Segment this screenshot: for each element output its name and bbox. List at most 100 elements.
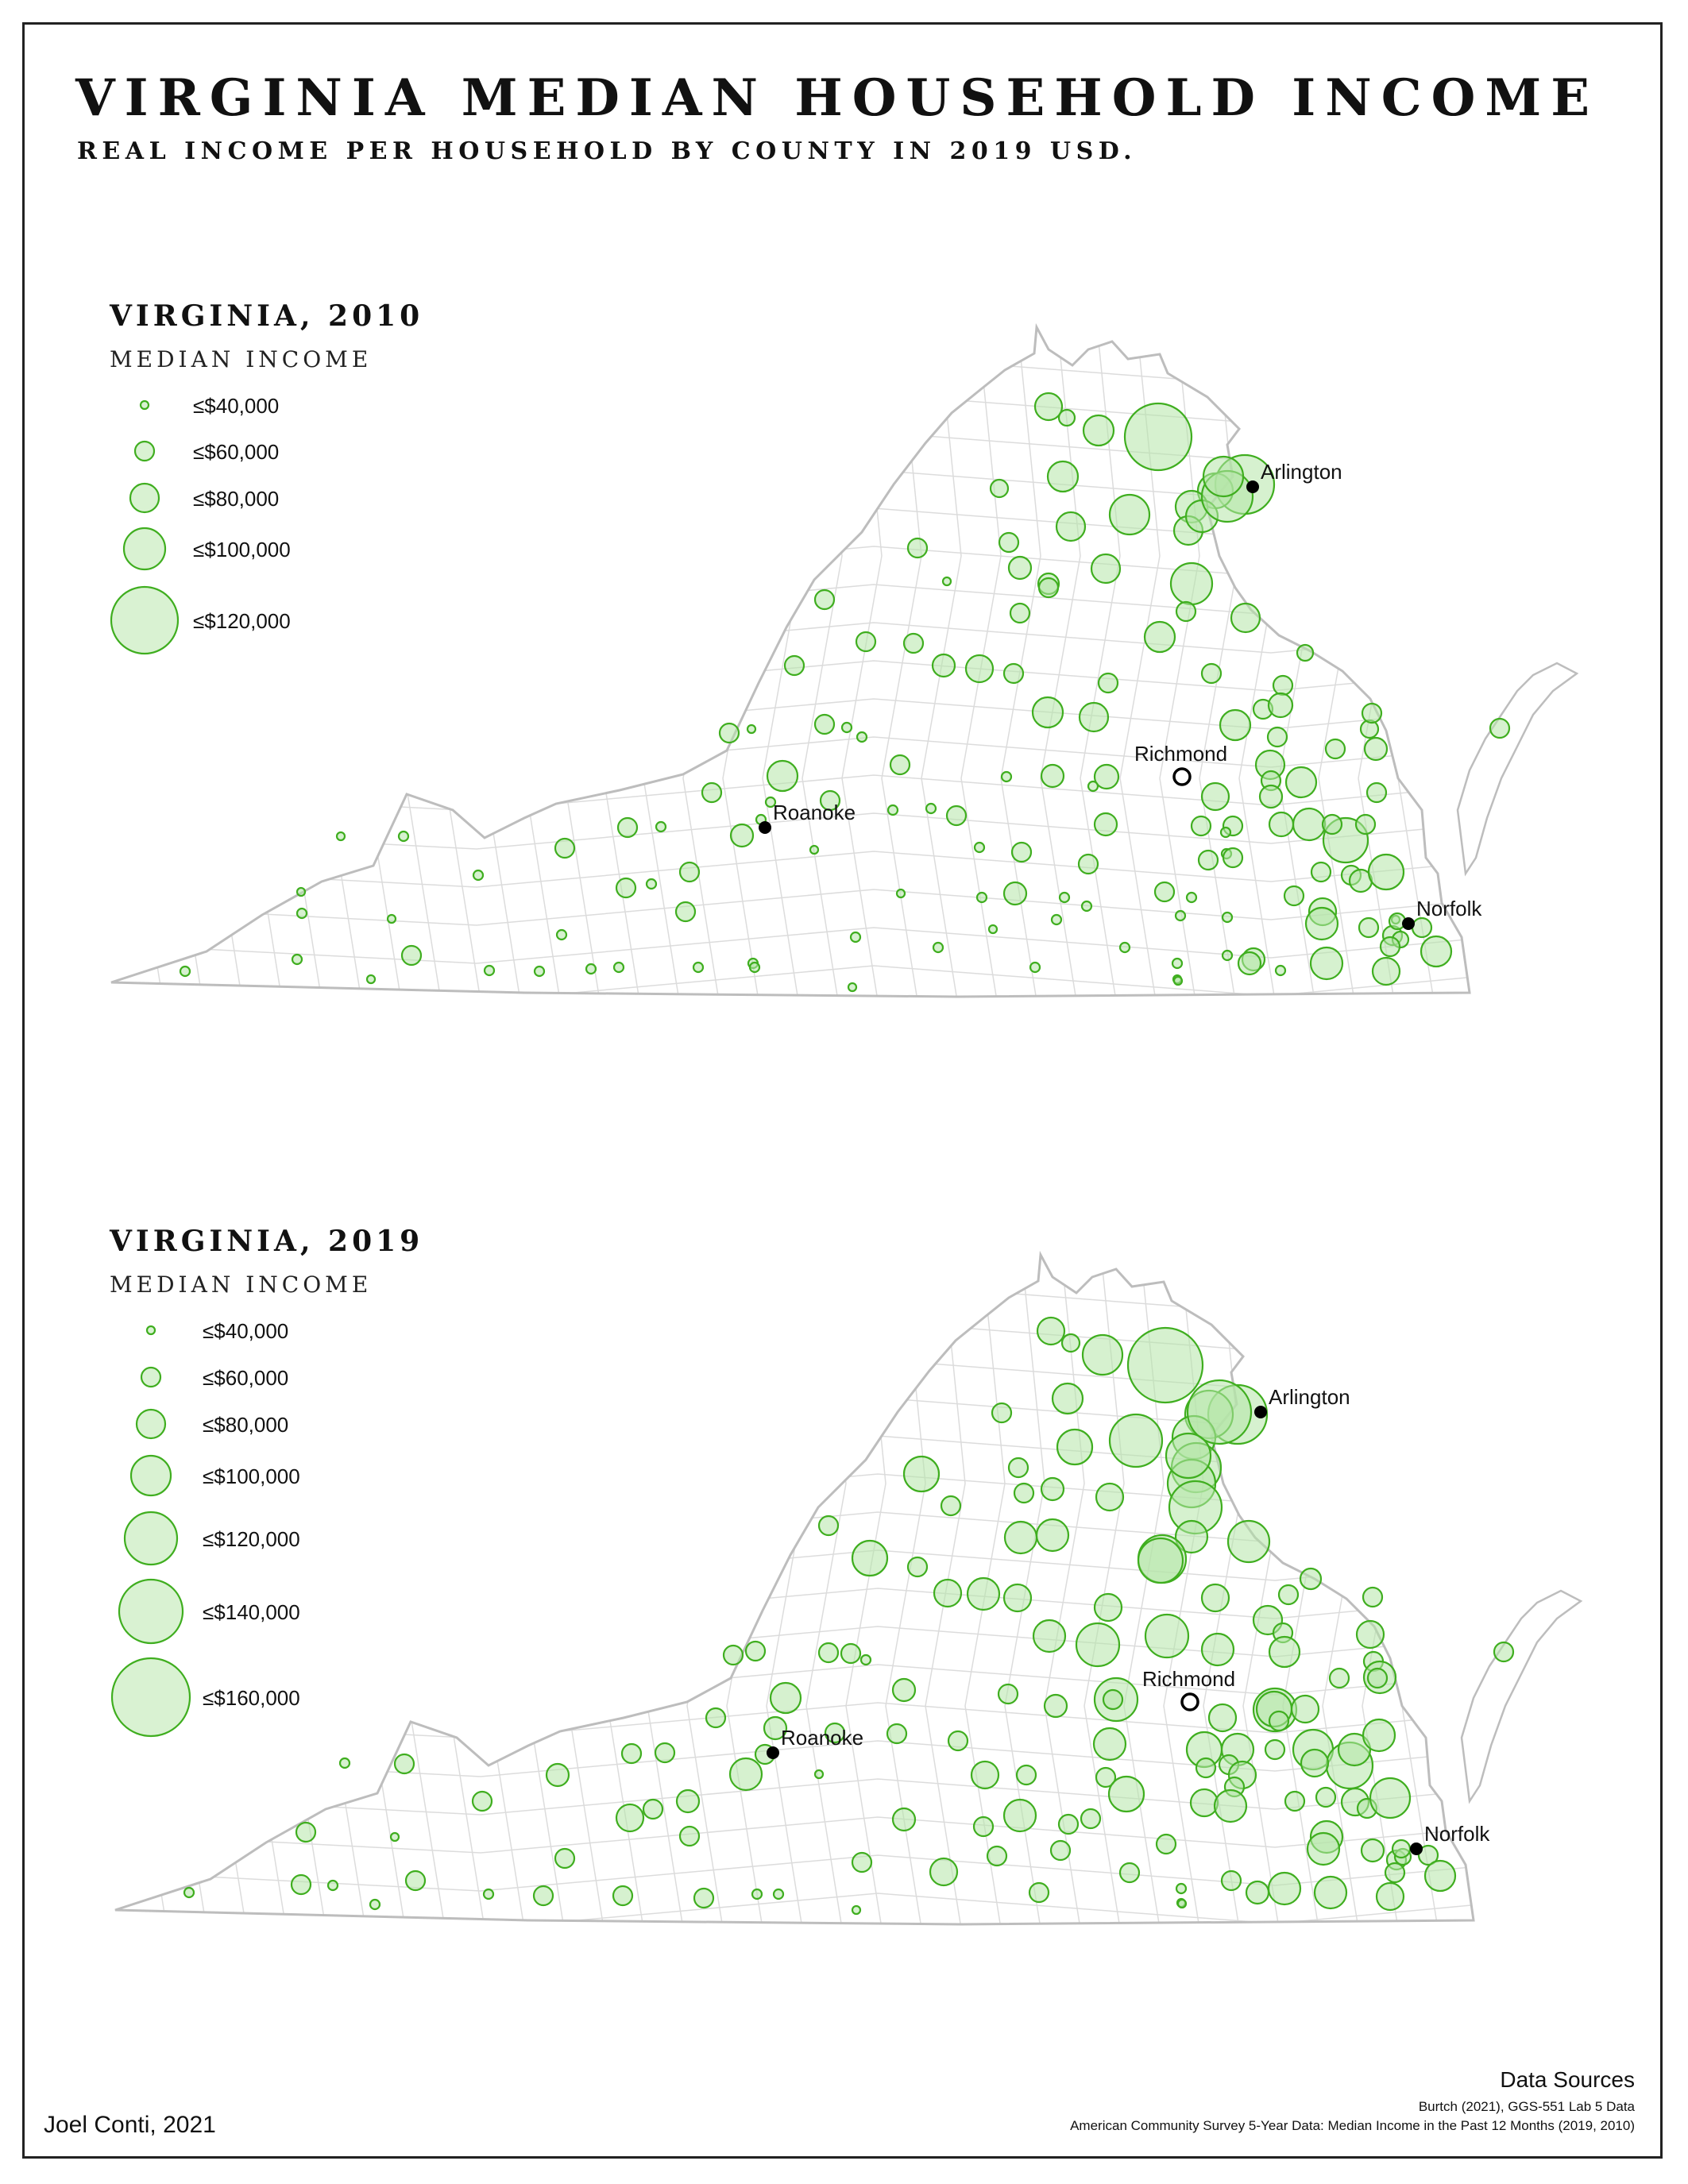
county-income-symbol: [295, 886, 307, 897]
county-income-symbol: [931, 653, 956, 678]
map-panel-2019: VIRGINIA, 2019 MEDIAN INCOME ≤$40,000 ≤$…: [109, 1225, 1583, 1926]
county-income-symbol: [849, 931, 862, 943]
county-income-symbol: [393, 1753, 415, 1775]
county-income-symbol: [933, 1578, 963, 1608]
city-point-icon: [759, 821, 771, 834]
legend-label: ≤$100,000: [203, 1464, 300, 1488]
city-point-icon: [1402, 917, 1415, 930]
county-income-symbol: [1221, 911, 1234, 924]
city-point-icon: [1410, 1843, 1423, 1855]
map-title-2019: VIRGINIA, 2019: [109, 1225, 423, 1258]
county-income-symbol: [1411, 916, 1433, 939]
county-income-symbol: [744, 1640, 767, 1662]
legend-item: ≤$100,000: [129, 1454, 300, 1497]
city-point-hollow-icon: [1172, 767, 1192, 786]
state-fill: [114, 1252, 1474, 1925]
county-income-symbol: [1360, 1838, 1385, 1863]
city-markers: Arlington Richmond Roanoke Norfolk: [759, 460, 1482, 930]
county-income-symbol: [335, 831, 346, 842]
county-income-symbol: [1165, 1432, 1212, 1480]
county-line: [1040, 327, 1081, 997]
county-income-symbol: [1309, 946, 1344, 981]
county-income-symbol: [554, 1847, 576, 1870]
legend-item: ≤$120,000: [110, 585, 291, 655]
county-income-symbol: [1031, 696, 1064, 729]
county-income-symbol: [295, 1821, 317, 1843]
county-line: [115, 1435, 1474, 1472]
legend-label: ≤$80,000: [193, 487, 279, 511]
county-income-symbol: [1200, 781, 1230, 812]
county-line: [115, 1321, 1474, 1358]
eastern-shore: [1460, 1589, 1583, 1804]
city-point-hollow-icon: [1180, 1692, 1199, 1711]
legend-label: ≤$100,000: [193, 538, 291, 561]
city-point-icon: [1246, 480, 1259, 493]
county-income-symbol: [1057, 1813, 1080, 1835]
county-income-symbol: [1245, 1880, 1270, 1905]
county-income-symbol: [1174, 909, 1187, 922]
county-income-symbol: [966, 1576, 1001, 1611]
county-income-symbol: [615, 1803, 645, 1833]
county-income-symbol: [675, 1788, 701, 1814]
county-income-symbol: [1056, 1428, 1094, 1466]
county-income-symbol: [533, 965, 546, 978]
county-income-symbol: [1108, 1413, 1164, 1468]
county-income-symbol: [1375, 1881, 1405, 1912]
city-label: Roanoke: [773, 801, 856, 824]
county-income-symbol: [1040, 763, 1065, 789]
county-income-symbol: [1219, 708, 1252, 742]
county-income-symbol: [851, 1539, 889, 1577]
county-income-symbol: [1169, 561, 1214, 606]
legend-label: ≤$120,000: [193, 609, 291, 633]
county-line: [111, 393, 1470, 430]
county-income-symbol: [886, 1723, 908, 1745]
county-income-symbol: [1174, 1519, 1209, 1554]
legend-title-2019: MEDIAN INCOME: [110, 1271, 372, 1298]
county-income-symbol: [1172, 975, 1184, 986]
state-outline: [110, 322, 1471, 998]
county-income-symbol: [925, 802, 937, 815]
county-income-symbol: [655, 820, 667, 833]
county-income-symbol: [545, 1762, 570, 1788]
county-income-symbol: [1200, 1632, 1235, 1667]
county-income-symbol: [932, 941, 944, 954]
county-income-symbol: [1185, 891, 1198, 904]
county-income-symbol: [183, 1886, 195, 1899]
county-income-symbol: [1195, 1757, 1217, 1779]
county-income-symbol: [365, 974, 377, 985]
county-income-symbol: [1007, 1457, 1029, 1479]
county-income-symbol: [1036, 1316, 1066, 1346]
county-income-symbol: [947, 1730, 969, 1752]
county-income-symbol: [1268, 1635, 1301, 1669]
county-income-symbol: [1391, 1839, 1412, 1859]
county-income-symbol: [1267, 1871, 1302, 1906]
county-income-symbol: [941, 576, 952, 587]
county-line: [170, 1255, 211, 1924]
legend-item: ≤$40,000: [145, 1319, 288, 1343]
county-income-symbol: [906, 537, 929, 559]
county-line: [111, 507, 1470, 545]
county-income-symbol: [819, 789, 841, 812]
base-map: [110, 322, 1579, 998]
county-income-symbol: [404, 1870, 427, 1892]
legend-label: ≤$40,000: [203, 1319, 288, 1343]
county-income-symbol: [1237, 951, 1262, 976]
source-line: American Community Survey 5-Year Data: M…: [1070, 2118, 1635, 2133]
legend-label: ≤$160,000: [203, 1686, 300, 1710]
county-income-symbol: [1050, 913, 1063, 926]
city-richmond: Richmond: [1134, 742, 1227, 786]
county-income-symbol: [674, 901, 697, 923]
city-roanoke: Roanoke: [767, 1726, 863, 1759]
county-income-symbol: [1274, 964, 1287, 977]
county-income-symbol: [1315, 1786, 1337, 1808]
county-income-symbol: [886, 804, 899, 816]
county-income-symbol: [889, 754, 911, 776]
legend-item: ≤$60,000: [140, 1366, 288, 1390]
county-income-symbol: [902, 1455, 941, 1493]
county-income-symbol: [1009, 602, 1031, 624]
county-income-symbol: [1299, 1567, 1323, 1591]
legend-2019: ≤$40,000 ≤$60,000 ≤$80,000 ≤$100,000 ≤$1…: [110, 1319, 300, 1738]
county-income-symbol: [692, 961, 705, 974]
county-line: [166, 327, 207, 997]
county-income-symbol: [1118, 941, 1131, 954]
